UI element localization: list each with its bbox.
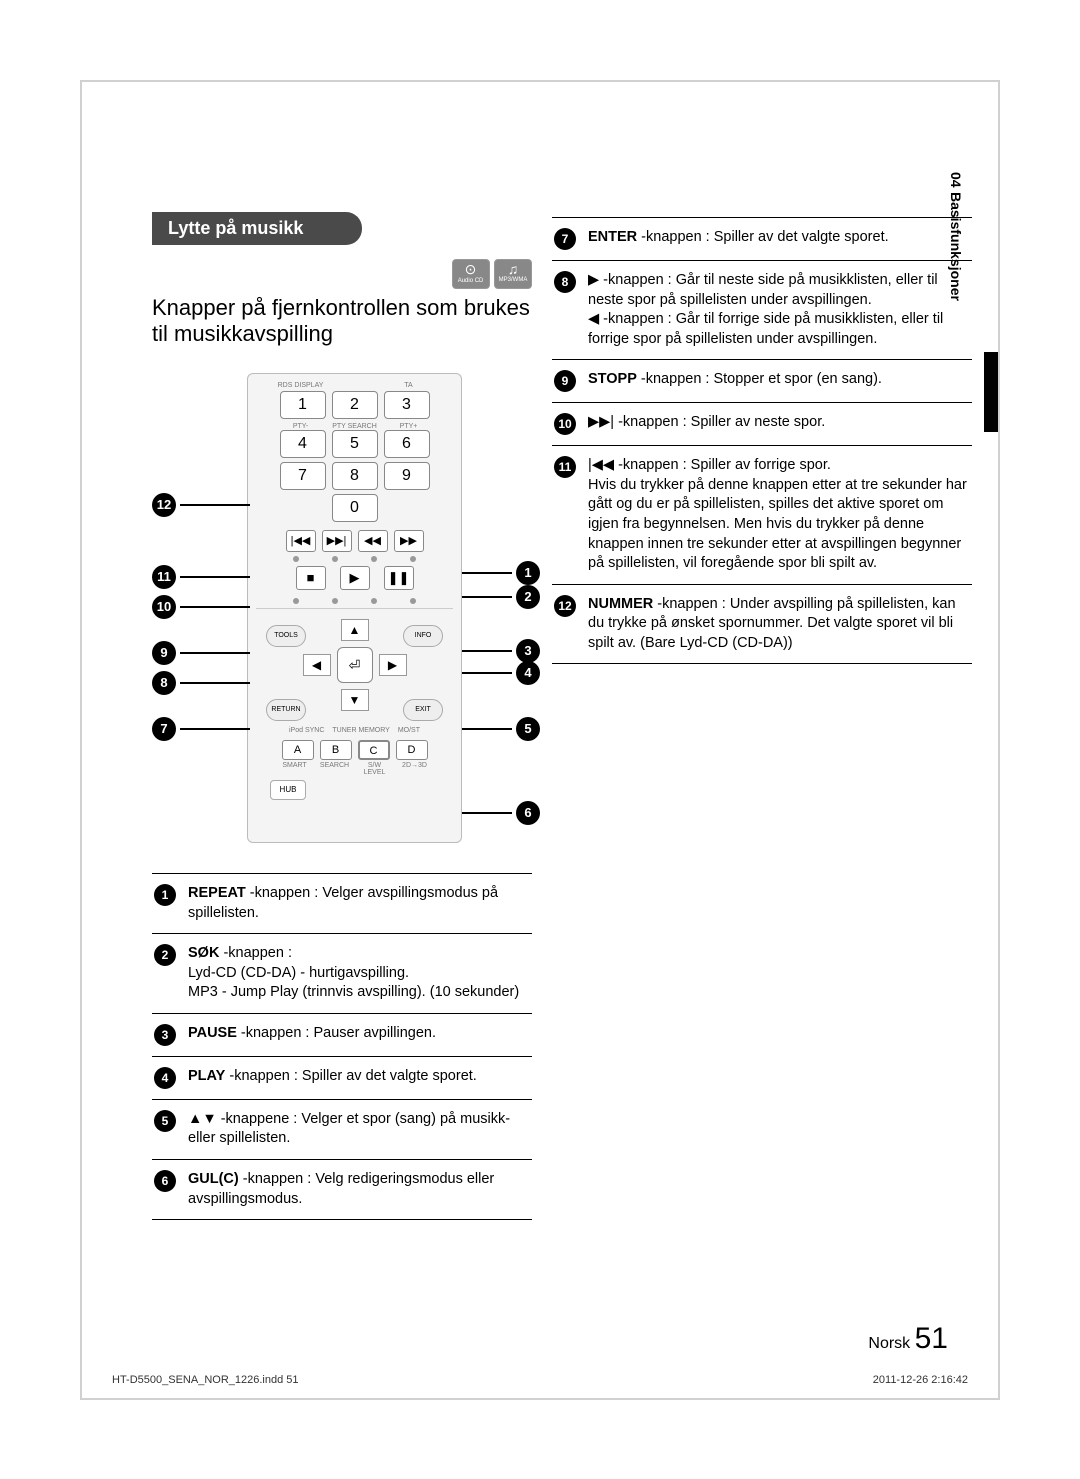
- table-row: 12 NUMMER -knappen : Under avspilling på …: [552, 585, 972, 665]
- key-2: 2: [332, 391, 378, 419]
- left-description-table: 1 REPEAT -knappen : Velger avspillingsmod…: [152, 873, 532, 1220]
- key-5: 5: [332, 430, 378, 458]
- key-3: 3: [384, 391, 430, 419]
- color-b: B: [320, 740, 352, 760]
- prev-track-key: |◀◀: [286, 530, 316, 552]
- table-row: 7 ENTER -knappen : Spiller av det valgte …: [552, 217, 972, 261]
- dpad-right: ▶: [379, 654, 407, 676]
- callout-11: 11: [152, 565, 250, 589]
- item-number: 9: [554, 370, 576, 392]
- chapter-number: 04: [948, 172, 964, 188]
- table-row: 10 ▶▶| -knappen : Spiller av neste spor.: [552, 403, 972, 446]
- key-6: 6: [384, 430, 430, 458]
- remote-body: RDS DISPLAYTA 123 PTY-PTY SEARCHPTY+ 456…: [247, 373, 462, 843]
- item-description: ▶▶| -knappen : Spiller av neste spor.: [588, 413, 970, 435]
- item-description: STOPP -knappen : Stopper et spor (en san…: [588, 370, 970, 392]
- callout-1: 1: [462, 561, 540, 585]
- item-description: ▲▼ -knappene : Velger et spor (sang) på …: [188, 1110, 530, 1149]
- callout-2: 2: [462, 585, 540, 609]
- dpad-left: ◀: [303, 654, 331, 676]
- table-row: 8 ▶ -knappen : Går til neste side på musi…: [552, 261, 972, 360]
- item-description: REPEAT -knappen : Velger avspillingsmodu…: [188, 884, 530, 923]
- item-description: ▶ -knappen : Går til neste side på musik…: [588, 271, 970, 349]
- item-number: 4: [154, 1067, 176, 1089]
- dpad-up: ▲: [341, 619, 369, 641]
- dpad: ▲ ▼ ◀ ▶ ⏎: [295, 615, 415, 715]
- callout-4: 4: [462, 661, 540, 685]
- item-description: |◀◀ -knappen : Spiller av forrige spor.H…: [588, 456, 970, 573]
- color-c: C: [358, 740, 390, 760]
- key-8: 8: [332, 462, 378, 490]
- item-description: GUL(C) -knappen : Velg redigeringsmodus …: [188, 1170, 530, 1209]
- stop-key: ■: [296, 566, 326, 590]
- dpad-down: ▼: [341, 689, 369, 711]
- page-footer: Norsk 51: [868, 1322, 948, 1356]
- right-column: 7 ENTER -knappen : Spiller av det valgte …: [552, 217, 972, 664]
- callout-8: 8: [152, 671, 250, 695]
- table-row: 1 REPEAT -knappen : Velger avspillingsmod…: [152, 873, 532, 934]
- item-number: 10: [554, 413, 576, 435]
- right-description-table: 7 ENTER -knappen : Spiller av det valgte …: [552, 217, 972, 664]
- item-number: 6: [154, 1170, 176, 1192]
- color-a: A: [282, 740, 314, 760]
- ffwd-key: ▶▶: [394, 530, 424, 552]
- item-number: 11: [554, 456, 576, 478]
- page-frame: 04 Basisfunksjoner Lytte på musikk ⊙ Aud…: [80, 80, 1000, 1400]
- play-keys: ■ ▶ ❚❚: [256, 566, 453, 590]
- item-number: 3: [154, 1024, 176, 1046]
- numpad: 123 PTY-PTY SEARCHPTY+ 456 789 0: [256, 391, 453, 522]
- table-row: 11 |◀◀ -knappen : Spiller av forrige spor…: [552, 446, 972, 584]
- callout-3: 3: [462, 639, 540, 663]
- callout-12: 12: [152, 493, 250, 517]
- mp3-wma-icon: ♫ MP3/WMA: [494, 259, 532, 289]
- callout-6: 6: [462, 801, 540, 825]
- thumb-index-bar: [984, 352, 998, 432]
- table-row: 3 PAUSE -knappen : Pauser avpillingen.: [152, 1014, 532, 1057]
- color-keys: A B C D: [256, 740, 453, 760]
- table-row: 4 PLAY -knappen : Spiller av det valgte s…: [152, 1057, 532, 1100]
- audio-cd-icon: ⊙ Audio CD: [452, 259, 490, 289]
- indd-marker: HT-D5500_SENA_NOR_1226.indd 51: [112, 1374, 299, 1386]
- callout-9: 9: [152, 641, 250, 665]
- table-row: 2 SØK -knappen :Lyd-CD (CD-DA) - hurtigav…: [152, 934, 532, 1014]
- play-key: ▶: [340, 566, 370, 590]
- remote-diagram: RDS DISPLAYTA 123 PTY-PTY SEARCHPTY+ 456…: [152, 363, 532, 853]
- table-row: 6 GUL(C) -knappen : Velg redigeringsmodus…: [152, 1160, 532, 1220]
- section-header: Lytte på musikk: [152, 212, 362, 245]
- transport-keys: |◀◀ ▶▶| ◀◀ ▶▶: [256, 530, 453, 552]
- rewind-key: ◀◀: [358, 530, 388, 552]
- dpad-enter: ⏎: [337, 647, 373, 683]
- item-number: 8: [554, 271, 576, 293]
- item-number: 7: [554, 228, 576, 250]
- footer-lang: Norsk: [868, 1335, 910, 1352]
- callout-7: 7: [152, 717, 250, 741]
- pause-key: ❚❚: [384, 566, 414, 590]
- key-1: 1: [280, 391, 326, 419]
- key-0: 0: [332, 494, 378, 522]
- item-number: 2: [154, 944, 176, 966]
- page-number: 51: [915, 1322, 948, 1355]
- timestamp: 2011-12-26 2:16:42: [873, 1374, 968, 1386]
- table-row: 9 STOPP -knappen : Stopper et spor (en sa…: [552, 360, 972, 403]
- item-description: ENTER -knappen : Spiller av det valgte s…: [588, 228, 970, 250]
- item-description: PAUSE -knappen : Pauser avpillingen.: [188, 1024, 530, 1046]
- subheading: Knapper på fjernkontrollen som brukes ti…: [152, 295, 532, 347]
- callout-10: 10: [152, 595, 250, 619]
- table-row: 5 ▲▼ -knappene : Velger et spor (sang) på…: [152, 1100, 532, 1160]
- item-description: NUMMER -knappen : Under avspilling på sp…: [588, 595, 970, 654]
- item-description: SØK -knappen :Lyd-CD (CD-DA) - hurtigavs…: [188, 944, 530, 1003]
- color-d: D: [396, 740, 428, 760]
- item-number: 12: [554, 595, 576, 617]
- format-badges: ⊙ Audio CD ♫ MP3/WMA: [152, 259, 532, 289]
- item-number: 5: [154, 1110, 176, 1132]
- key-4: 4: [280, 430, 326, 458]
- hub-key: HUB: [270, 780, 306, 800]
- key-7: 7: [280, 462, 326, 490]
- item-description: PLAY -knappen : Spiller av det valgte sp…: [188, 1067, 530, 1089]
- left-column: Lytte på musikk ⊙ Audio CD ♫ MP3/WMA Kna…: [152, 212, 532, 1220]
- next-track-key: ▶▶|: [322, 530, 352, 552]
- callout-5: 5: [462, 717, 540, 741]
- key-9: 9: [384, 462, 430, 490]
- item-number: 1: [154, 884, 176, 906]
